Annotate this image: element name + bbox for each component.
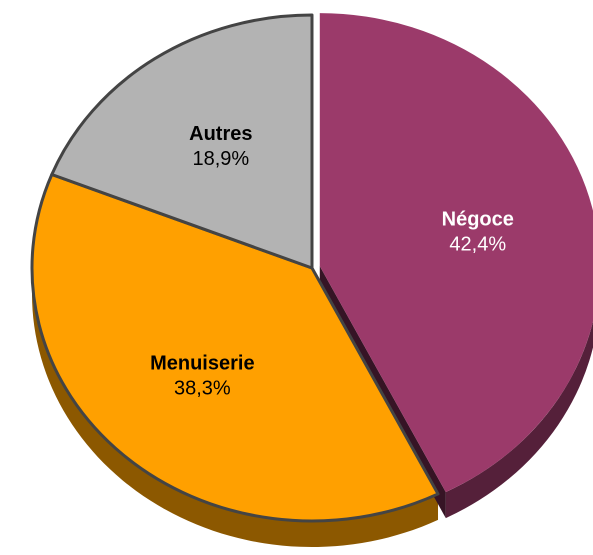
slice-side xyxy=(32,268,439,547)
slice-value-label: 38,3% xyxy=(174,378,231,400)
slice xyxy=(30,173,440,523)
slice xyxy=(50,13,314,270)
slice-name: Autres xyxy=(189,123,252,145)
slice-side xyxy=(445,321,593,519)
slice-name: Négoce xyxy=(442,208,514,230)
slice xyxy=(319,13,593,493)
slice-value-label: 42,4% xyxy=(449,233,506,255)
slice-value-label: 18,9% xyxy=(192,148,249,170)
slice-name: Menuiserie xyxy=(150,353,254,375)
